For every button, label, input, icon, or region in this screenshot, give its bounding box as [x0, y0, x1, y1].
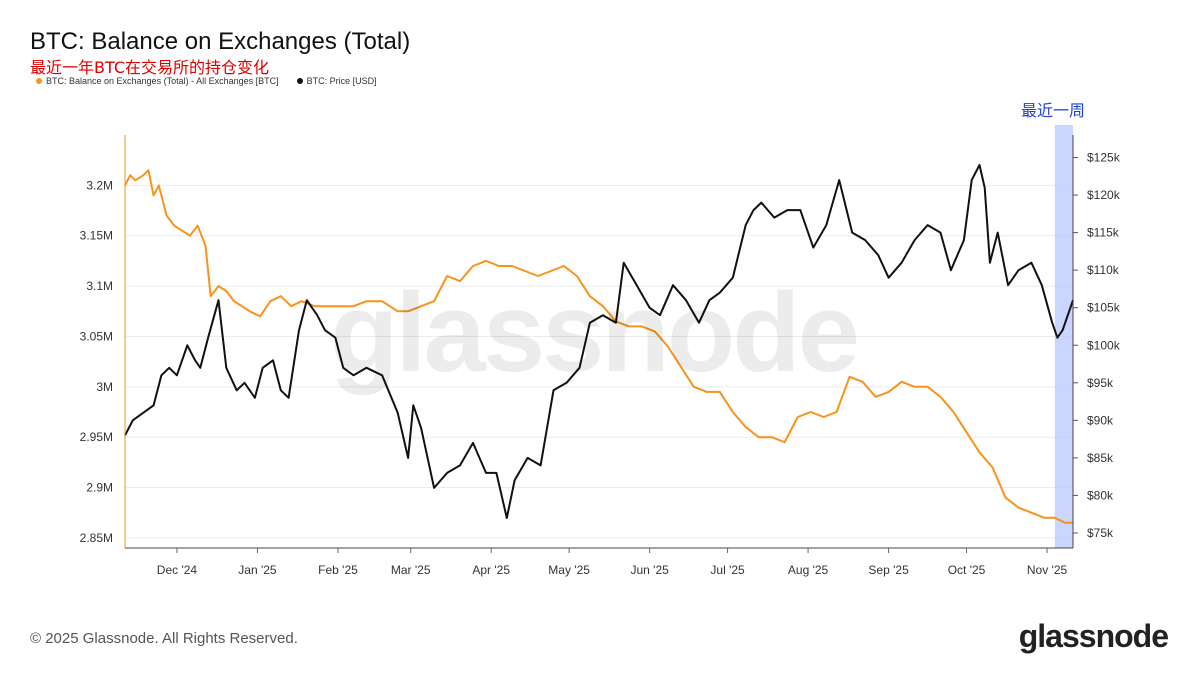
footer-copyright: © 2025 Glassnode. All Rights Reserved.: [30, 630, 298, 647]
series-balance: [124, 169, 1073, 524]
y-right-tick-label: $80k: [1087, 488, 1114, 502]
highlight-week-label: 最近一周: [1021, 101, 1086, 120]
legend-label-price: BTC: Price [USD]: [306, 76, 377, 86]
y-axis-left: 2.85M 2.9M 2.95M 3M 3.05M 3.1M 3.15M 3.2M: [80, 178, 113, 545]
balance-line: [124, 169, 1073, 524]
chart-title: BTC: Balance on Exchanges (Total): [30, 28, 411, 55]
y-right-tick-label: $75k: [1087, 526, 1114, 540]
y-right-tick-label: $125k: [1087, 151, 1121, 165]
y-axis-right: $75k $80k $85k $90k $95k $100k $105k $110k $115k…: [1073, 151, 1121, 540]
y-left-tick-label: 3.15M: [80, 229, 113, 243]
legend-dot-icon: [36, 78, 42, 84]
y-right-tick-label: $85k: [1087, 451, 1114, 465]
y-left-tick-label: 2.9M: [86, 481, 113, 495]
x-tick-label: Jan '25: [238, 563, 277, 577]
legend-item-price[interactable]: BTC: Price [USD]: [296, 76, 377, 86]
x-tick-label: Jun '25: [630, 563, 669, 577]
chart-subtitle: 最近一年BTC在交易所的持仓变化: [30, 58, 269, 77]
x-tick-label: Sep '25: [868, 563, 909, 577]
legend-label-balance: BTC: Balance on Exchanges (Total) - All …: [46, 76, 279, 86]
y-right-tick-label: $105k: [1087, 301, 1121, 315]
y-left-tick-label: 3.1M: [86, 279, 113, 293]
x-tick-label: Nov '25: [1027, 563, 1068, 577]
x-tick-label: Apr '25: [472, 563, 510, 577]
highlight-week-band: [1054, 125, 1073, 548]
x-tick-label: Dec '24: [157, 563, 198, 577]
y-left-tick-label: 3M: [96, 380, 113, 394]
x-tick-label: Jul '25: [710, 563, 745, 577]
y-right-tick-label: $100k: [1087, 338, 1121, 352]
price-line: [124, 164, 1074, 519]
axes: [124, 135, 1074, 549]
x-axis: Dec '24 Jan '25 Feb '25 Mar '25 Apr '25 May '…: [157, 548, 1068, 577]
y-right-tick-label: $115k: [1087, 226, 1120, 240]
y-right-tick-label: $95k: [1087, 376, 1114, 390]
chart-area: Dec '24 Jan '25 Feb '25 Mar '25 Apr '25 May '…: [80, 125, 1121, 577]
legend: BTC: Balance on Exchanges (Total) - All …: [36, 76, 377, 86]
x-tick-label: Mar '25: [391, 563, 431, 577]
y-left-tick-label: 3.2M: [86, 178, 113, 192]
y-left-tick-label: 2.85M: [80, 531, 113, 545]
series-price: [124, 164, 1074, 519]
x-tick-label: May '25: [548, 563, 590, 577]
legend-dot-icon: [296, 78, 303, 84]
x-tick-label: Feb '25: [318, 563, 358, 577]
x-tick-label: Aug '25: [788, 563, 829, 577]
brand-logo: glassnode: [1018, 618, 1169, 654]
y-right-tick-label: $120k: [1087, 188, 1121, 202]
y-right-tick-label: $90k: [1087, 413, 1114, 427]
legend-item-balance[interactable]: BTC: Balance on Exchanges (Total) - All …: [36, 76, 279, 86]
grid-lines: [125, 184, 1073, 539]
y-right-tick-label: $110k: [1087, 263, 1120, 277]
y-left-tick-label: 2.95M: [80, 430, 113, 444]
x-tick-label: Oct '25: [948, 563, 986, 577]
y-left-tick-label: 3.05M: [80, 329, 113, 343]
